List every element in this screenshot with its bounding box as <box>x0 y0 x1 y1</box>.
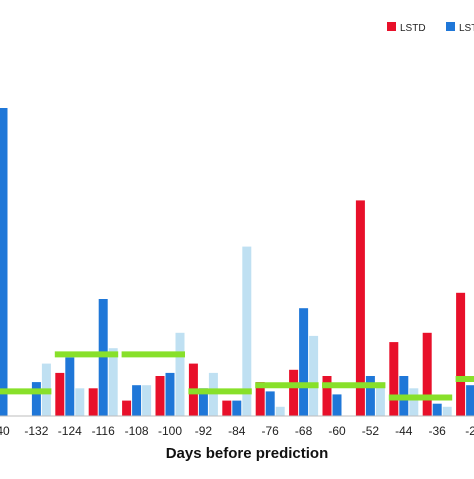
legend-swatch-lstd <box>387 22 396 31</box>
bar-lstd-76 <box>255 382 265 416</box>
bar-lstd-44 <box>389 342 399 416</box>
legend-label-lstm: LST <box>459 23 474 34</box>
x-tick-label: -84 <box>228 424 246 438</box>
bar-lstm-84 <box>232 400 242 416</box>
bar-lstm-108 <box>132 385 142 416</box>
bar-lstm-116 <box>98 299 108 416</box>
bar-series-3-124 <box>75 388 85 416</box>
bar-lstd-52 <box>355 200 365 416</box>
x-tick-label: -92 <box>195 424 213 438</box>
reference-lines-layer <box>0 351 474 401</box>
legend-label-lstd: LSTD <box>400 23 426 34</box>
x-tick-label: -116 <box>92 424 115 438</box>
bar-series-3-36 <box>442 406 452 416</box>
bar-lstd-84 <box>222 400 232 416</box>
bar-lstm-100 <box>165 372 175 416</box>
x-axis-label: Days before prediction <box>166 445 329 462</box>
bar-series-3-68 <box>309 335 319 416</box>
x-tick-label: -36 <box>429 424 447 438</box>
bar-lstm-60 <box>332 394 342 416</box>
bar-lstm-52 <box>365 376 375 416</box>
legend: LSTD LST <box>387 22 474 34</box>
bar-lstm-132 <box>31 382 41 416</box>
bar-lstm-28 <box>466 385 474 416</box>
x-tick-label: -52 <box>362 424 380 438</box>
bar-series-3-116 <box>108 348 118 416</box>
bar-lstm-76 <box>265 391 275 416</box>
bar-series-3-84 <box>242 246 252 416</box>
x-tick-label: -68 <box>295 424 313 438</box>
bar-lstm-68 <box>299 308 309 416</box>
bar-lstd-68 <box>289 369 299 416</box>
bar-series-3-100 <box>175 332 185 416</box>
x-tick-label: -108 <box>125 424 149 438</box>
bar-lstd-60 <box>322 376 332 416</box>
bar-lstm-92 <box>198 388 208 416</box>
bar-lstd-36 <box>422 332 432 416</box>
bar-lstd-108 <box>122 400 132 416</box>
x-tick-label: -76 <box>262 424 280 438</box>
x-tick-label: -2 <box>465 424 474 438</box>
bar-lstd-124 <box>55 372 65 416</box>
x-tick-label: -132 <box>24 424 48 438</box>
x-tick-label: -124 <box>58 424 82 438</box>
legend-swatch-lstm <box>446 22 455 31</box>
bar-lstd-100 <box>155 376 165 416</box>
x-tick-label: -60 <box>328 424 346 438</box>
bar-lstm-36 <box>432 403 442 416</box>
x-tick-label: -44 <box>395 424 413 438</box>
bars-layer <box>0 108 474 416</box>
bar-series-3-44 <box>409 388 419 416</box>
x-tick-label: -100 <box>158 424 182 438</box>
bar-series-3-92 <box>208 372 218 416</box>
bar-series-3-108 <box>142 385 152 416</box>
bar-lstm-124 <box>65 357 75 416</box>
bar-lstd-116 <box>88 388 98 416</box>
bar-lstm-140 <box>0 108 8 416</box>
x-tick-label: 40 <box>0 424 10 438</box>
x-tick-labels: 40 -132 -124 -116 -108 -100 -92 -84 -76 -68 -60 -52… <box>0 424 474 438</box>
bar-series-3-76 <box>275 406 285 416</box>
bar-series-3-52 <box>375 382 385 416</box>
bar-lstd-28 <box>456 292 466 416</box>
